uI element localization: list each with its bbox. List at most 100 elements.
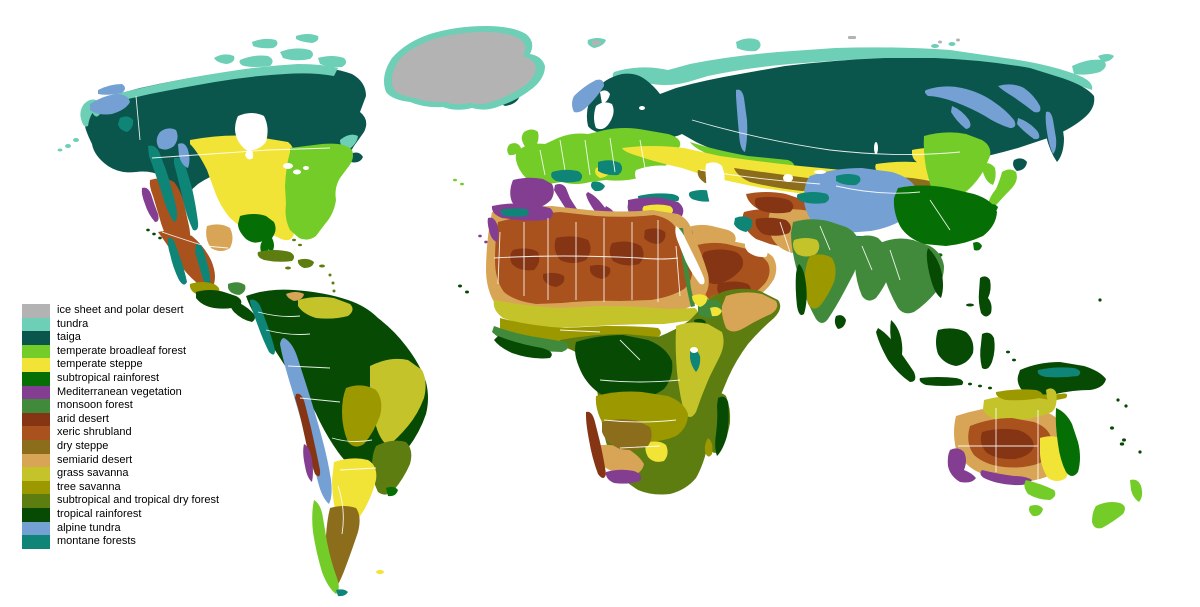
legend-label-semiarid_desert: semiarid desert	[57, 453, 133, 466]
biome-dry-steppe-region	[325, 506, 360, 588]
biome-subtropical-rainforest-region	[1055, 408, 1080, 476]
legend-swatch-grass_savanna	[22, 467, 50, 481]
legend-label-grass_savanna: grass savanna	[57, 467, 129, 480]
biome-tree-savanna-region	[804, 254, 836, 309]
biome-temperate-steppe-region	[645, 294, 722, 462]
biome-grass-savanna-region	[983, 388, 1057, 421]
legend-item-xeric_shrubland: xeric shrubland	[22, 426, 219, 440]
legend-swatch-subtropical_tropical_dry_forest	[22, 494, 50, 508]
biome-dry-forest-region	[257, 238, 336, 293]
legend: ice sheet and polar desert tundra taiga tem…	[22, 304, 219, 549]
legend-label-arid_desert: arid desert	[57, 412, 109, 425]
biome-arid-region	[980, 428, 1034, 460]
legend-swatch-dry_steppe	[22, 439, 50, 454]
legend-item-montane_forests: montane forests	[22, 535, 219, 549]
biome-montane-region	[1037, 367, 1081, 378]
biome-grass-savanna-region	[493, 300, 699, 328]
legend-label-ice_sheet: ice sheet and polar desert	[57, 304, 184, 316]
biome-grass-savanna-region	[675, 322, 724, 417]
biome-montane-region	[118, 116, 211, 286]
legend-item-dry_steppe: dry steppe	[22, 439, 219, 454]
water-bodies	[235, 90, 878, 353]
legend-item-subtropical_tropical_dry_forest: subtropical and tropical dry forest	[22, 494, 219, 508]
legend-swatch-mediterranean_vegetation	[22, 385, 50, 400]
legend-item-ice_sheet: ice sheet and polar desert	[22, 304, 219, 318]
biome-semiarid-region	[206, 224, 233, 251]
biome-alpine-region	[572, 79, 1057, 233]
biome-monsoon-region	[228, 282, 246, 295]
legend-label-tundra: tundra	[57, 317, 89, 330]
legend-label-alpine_tundra: alpine tundra	[57, 521, 121, 534]
legend-item-alpine_tundra: alpine tundra	[22, 521, 219, 536]
legend-label-mediterranean_vegetation: Mediterranean vegetation	[57, 385, 182, 398]
legend-item-semiarid_desert: semiarid desert	[22, 453, 219, 468]
legend-item-temperate_steppe: temperate steppe	[22, 358, 219, 372]
legend-swatch-ice_sheet	[22, 304, 50, 318]
biome-montane-region	[690, 349, 701, 372]
legend-swatch-arid_desert	[22, 412, 50, 427]
legend-swatch-semiarid_desert	[22, 453, 50, 468]
biome-montane-region	[250, 299, 348, 597]
legend-item-taiga: taiga	[22, 331, 219, 345]
legend-swatch-tree_savanna	[22, 480, 50, 495]
country-borders	[135, 95, 1039, 535]
biome-temperate-broadleaf-region	[923, 132, 1017, 207]
biome-xeric-region	[495, 212, 693, 304]
legend-label-montane_forests: montane forests	[57, 535, 136, 548]
legend-label-temperate_broadleaf_forest: temperate broadleaf forest	[57, 344, 187, 357]
biome-arid-region	[295, 393, 321, 477]
biome-semiarid-region	[594, 292, 778, 476]
biome-tropical-rainforest-region	[715, 396, 729, 456]
legend-swatch-xeric_shrubland	[22, 426, 50, 440]
legend-swatch-tropical_rainforest	[22, 507, 50, 522]
legend-swatch-temperate_steppe	[22, 358, 50, 372]
legend-swatch-temperate_broadleaf_forest	[22, 344, 50, 359]
legend-item-temperate_broadleaf_forest: temperate broadleaf forest	[22, 344, 219, 359]
biome-temperate-broadleaf-region	[285, 143, 353, 240]
legend-label-taiga: taiga	[57, 331, 81, 344]
biome-tree-savanna-region	[704, 438, 713, 457]
legend-label-subtropical_tropical_dry_forest: subtropical and tropical dry forest	[57, 494, 220, 507]
legend-item-grass_savanna: grass savanna	[22, 467, 219, 481]
legend-label-temperate_steppe: temperate steppe	[57, 358, 143, 371]
biome-tree-savanna-region	[342, 385, 382, 447]
biome-temperate-broadleaf-region	[312, 500, 339, 594]
biome-dry-forest-region	[372, 440, 412, 495]
legend-item-tundra: tundra	[22, 317, 219, 332]
biome-temperate-broadleaf-region	[1024, 479, 1143, 529]
biome-tropical-rainforest-region	[146, 228, 469, 322]
legend-item-arid_desert: arid desert	[22, 412, 219, 427]
biome-dry-steppe-region	[602, 419, 652, 450]
biome-grass-savanna-region	[298, 296, 426, 446]
biome-mediterranean-region	[141, 187, 159, 222]
biome-subtropical-rainforest-region	[386, 486, 398, 497]
biome-tropical-rainforest-region	[795, 248, 1142, 454]
biome-semiarid-region	[286, 292, 304, 301]
biome-tree-savanna-region	[995, 389, 1043, 401]
biome-temperate-steppe-region	[190, 135, 294, 241]
legend-item-monsoon_forest: monsoon forest	[22, 399, 219, 413]
biome-mediterranean-region	[303, 444, 313, 482]
biome-grass-savanna-region	[793, 238, 820, 257]
legend-swatch-montane_forests	[22, 535, 50, 549]
biome-ice-sheet-region	[391, 32, 960, 105]
biome-montane-region	[500, 208, 529, 217]
legend-item-mediterranean_vegetation: Mediterranean vegetation	[22, 385, 219, 400]
legend-label-dry_steppe: dry steppe	[57, 439, 109, 452]
legend-item-subtropical_rainforest: subtropical rainforest	[22, 371, 219, 386]
legend-swatch-monsoon_forest	[22, 399, 50, 413]
legend-item-tree_savanna: tree savanna	[22, 480, 219, 495]
legend-label-monsoon_forest: monsoon forest	[57, 399, 133, 412]
legend-swatch-tundra	[22, 317, 50, 332]
legend-swatch-taiga	[22, 331, 50, 345]
biome-mediterranean-region	[947, 448, 1032, 486]
legend-label-subtropical_rainforest: subtropical rainforest	[57, 371, 160, 384]
biome-mediterranean-region	[605, 469, 642, 484]
biome-tropical-rainforest-region	[494, 318, 706, 401]
legend-label-xeric_shrubland: xeric shrubland	[57, 426, 132, 439]
legend-swatch-subtropical_rainforest	[22, 371, 50, 386]
biome-arid-region	[586, 411, 606, 478]
legend-label-tree_savanna: tree savanna	[57, 480, 121, 493]
